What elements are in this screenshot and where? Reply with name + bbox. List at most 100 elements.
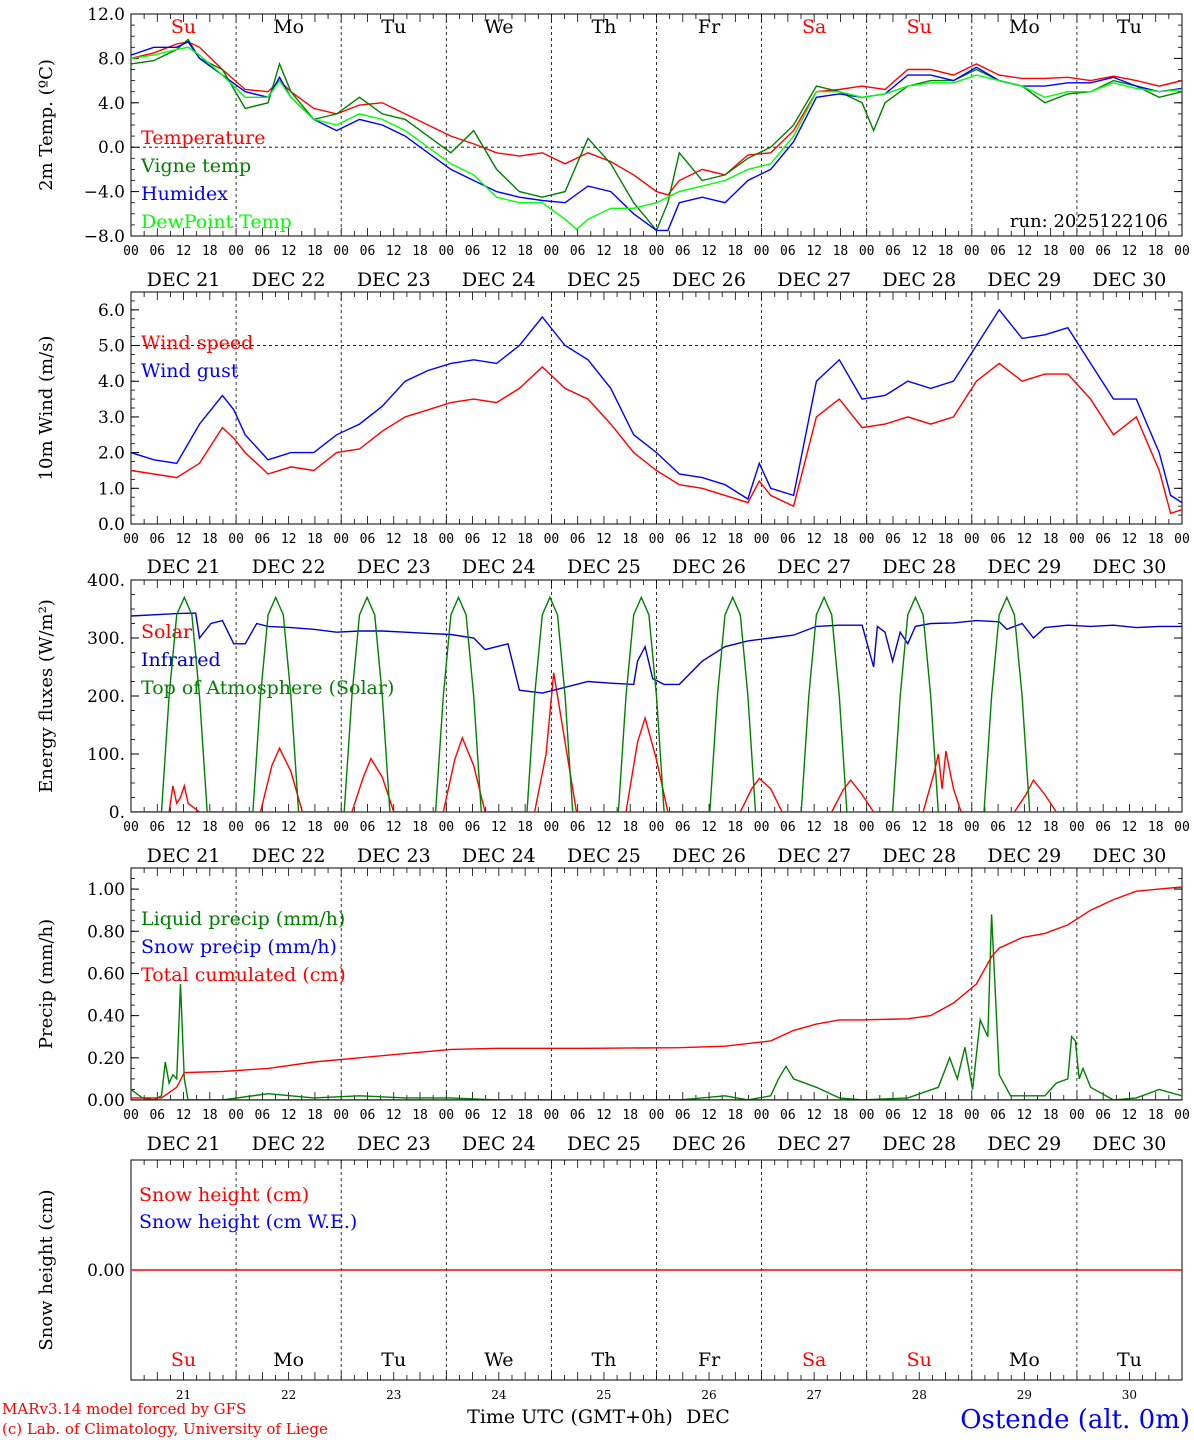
weekday-label: Sa bbox=[802, 16, 826, 38]
hour-tick-label: 00 bbox=[438, 244, 454, 259]
hour-tick-label: 00 bbox=[964, 244, 980, 259]
hour-tick-label: 18 bbox=[938, 820, 954, 835]
weekday-label: Tu bbox=[381, 16, 406, 38]
hour-tick-label: 00 bbox=[649, 532, 665, 547]
hour-tick-label: 06 bbox=[360, 820, 376, 835]
date-label: DEC 28 bbox=[882, 269, 956, 291]
hour-tick-label: 12 bbox=[596, 1108, 612, 1123]
hour-tick-label: 12 bbox=[806, 820, 822, 835]
date-label: DEC 26 bbox=[672, 1133, 746, 1155]
hour-tick-label: 18 bbox=[833, 532, 849, 547]
hour-tick-label: 06 bbox=[885, 1108, 901, 1123]
hour-tick-label: 12 bbox=[596, 532, 612, 547]
hour-tick-label: 12 bbox=[281, 1108, 297, 1123]
hour-tick-label: 12 bbox=[701, 820, 717, 835]
hour-tick-label: 18 bbox=[833, 820, 849, 835]
y-tick-label: 0.60 bbox=[87, 964, 125, 984]
date-label: DEC 27 bbox=[777, 269, 851, 291]
hour-tick-label: 12 bbox=[1122, 244, 1138, 259]
legend-entry: Humidex bbox=[141, 183, 228, 205]
hour-tick-label: 00 bbox=[754, 820, 770, 835]
hour-tick-label: 18 bbox=[1043, 244, 1059, 259]
date-label: DEC 22 bbox=[252, 269, 326, 291]
date-label: DEC 25 bbox=[567, 269, 641, 291]
series-line-top-of-atmosphere-solar- bbox=[131, 595, 1182, 812]
hour-tick-label: 00 bbox=[1069, 244, 1085, 259]
hour-tick-label: 06 bbox=[465, 1108, 481, 1123]
date-label: DEC 24 bbox=[462, 845, 536, 867]
series-line-dewpoint-temp bbox=[131, 46, 1182, 231]
hour-tick-label: 12 bbox=[1122, 1108, 1138, 1123]
hour-tick-label: 12 bbox=[911, 820, 927, 835]
hour-tick-label: 12 bbox=[1122, 532, 1138, 547]
hour-tick-label: 00 bbox=[754, 532, 770, 547]
date-label: DEC 23 bbox=[357, 556, 431, 578]
hour-tick-label: 18 bbox=[938, 1108, 954, 1123]
y-tick-label: −4.0 bbox=[84, 183, 125, 203]
hour-tick-label: 12 bbox=[176, 1108, 192, 1123]
weekday-label: Th bbox=[591, 1349, 616, 1371]
hour-tick-label: 18 bbox=[938, 532, 954, 547]
hour-tick-label: 12 bbox=[701, 244, 717, 259]
hour-tick-label: 06 bbox=[465, 820, 481, 835]
weekday-label: Tu bbox=[381, 1349, 406, 1371]
hour-tick-label: 18 bbox=[622, 532, 638, 547]
day-number-label: 29 bbox=[1017, 1388, 1032, 1402]
hour-tick-label: 12 bbox=[386, 532, 402, 547]
hour-tick-label: 00 bbox=[1174, 1108, 1190, 1123]
hour-tick-label: 12 bbox=[596, 244, 612, 259]
day-number-label: 23 bbox=[386, 1388, 401, 1402]
hour-tick-label: 06 bbox=[990, 1108, 1006, 1123]
hour-tick-label: 12 bbox=[806, 532, 822, 547]
y-tick-label: 8.0 bbox=[98, 49, 125, 69]
series-line-total-cumulated-cm- bbox=[131, 886, 1182, 1099]
hour-tick-label: 06 bbox=[780, 244, 796, 259]
hour-tick-label: 06 bbox=[885, 532, 901, 547]
weekday-label: Mo bbox=[1009, 16, 1040, 38]
hour-tick-label: 00 bbox=[438, 820, 454, 835]
legend-entry: Liquid precip (mm/h) bbox=[141, 908, 345, 930]
hour-tick-label: 18 bbox=[307, 532, 323, 547]
hour-tick-label: 06 bbox=[885, 820, 901, 835]
weekday-label: Fr bbox=[698, 1349, 721, 1371]
legend-entry: Total cumulated (cm) bbox=[141, 964, 346, 986]
date-label: DEC 26 bbox=[672, 269, 746, 291]
hour-tick-label: 06 bbox=[360, 244, 376, 259]
hour-tick-label: 18 bbox=[202, 244, 218, 259]
y-axis-label: Energy fluxes (W/m²) bbox=[36, 599, 57, 793]
y-axis-label: 10m Wind (m/s) bbox=[36, 336, 57, 481]
run-annotation: run: 2025122106 bbox=[1010, 211, 1168, 232]
y-tick-label: 5.0 bbox=[98, 337, 125, 357]
legend-entry: Wind gust bbox=[141, 360, 239, 382]
y-tick-label: 100. bbox=[87, 745, 125, 765]
date-label: DEC 21 bbox=[147, 556, 221, 578]
y-tick-label: 300. bbox=[87, 629, 125, 649]
credit-line-2: (c) Lab. of Climatology, University of L… bbox=[2, 1420, 328, 1438]
weekday-label: Su bbox=[907, 1349, 932, 1371]
hour-tick-label: 00 bbox=[859, 1108, 875, 1123]
hour-tick-label: 00 bbox=[1174, 820, 1190, 835]
hour-tick-label: 06 bbox=[675, 820, 691, 835]
date-label: DEC 27 bbox=[777, 1133, 851, 1155]
y-tick-label: 3.0 bbox=[98, 408, 125, 428]
time-axis-label: Time UTC (GMT+0h) bbox=[467, 1406, 673, 1428]
hour-tick-label: 12 bbox=[596, 820, 612, 835]
series-line-solar bbox=[131, 672, 1182, 812]
panel-5: 0.00 Snow height (cm) Su 21 Mo 22 Tu 23 We 24 Th 25… bbox=[36, 1159, 1183, 1402]
hour-tick-label: 12 bbox=[1017, 244, 1033, 259]
hour-tick-label: 18 bbox=[202, 1108, 218, 1123]
hour-tick-label: 06 bbox=[255, 820, 271, 835]
y-tick-label: 1.0 bbox=[98, 479, 125, 499]
y-tick-label: 12.0 bbox=[87, 5, 125, 25]
hour-tick-label: 18 bbox=[307, 820, 323, 835]
hour-tick-label: 18 bbox=[727, 244, 743, 259]
hour-tick-label: 00 bbox=[544, 532, 560, 547]
hour-tick-label: 00 bbox=[859, 244, 875, 259]
hour-tick-label: 12 bbox=[281, 820, 297, 835]
date-label: DEC 26 bbox=[672, 556, 746, 578]
hour-tick-label: 18 bbox=[202, 532, 218, 547]
hour-tick-label: 06 bbox=[780, 820, 796, 835]
hour-tick-label: 12 bbox=[701, 1108, 717, 1123]
hour-tick-label: 00 bbox=[333, 1108, 349, 1123]
y-axis-label: Snow height (cm) bbox=[36, 1189, 57, 1350]
